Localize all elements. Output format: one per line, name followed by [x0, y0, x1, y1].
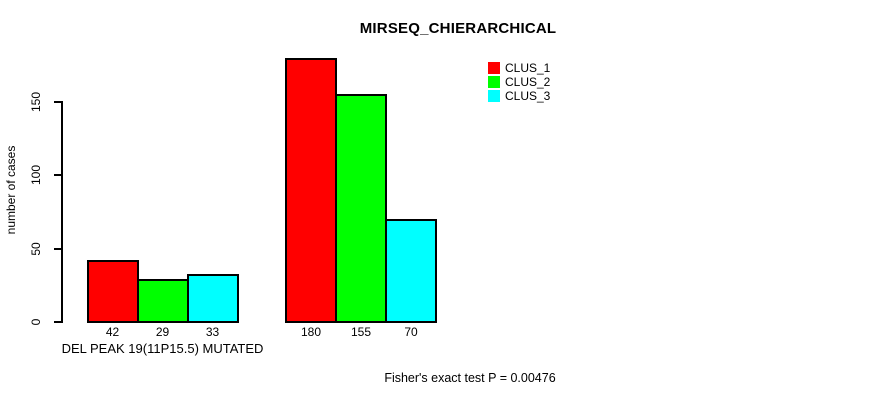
y-axis-tick-label-text: 150: [29, 91, 43, 112]
y-axis-tick-label-text: 100: [29, 165, 43, 186]
y-axis-tick: [54, 247, 62, 250]
bar-value-label: 42: [105, 325, 120, 339]
y-axis-tick-label-text: 50: [29, 241, 43, 256]
legend-item-label: CLUS_3: [505, 89, 551, 103]
bar-value-label: 29: [155, 325, 170, 339]
bar-value-label: 180: [300, 325, 322, 339]
legend-item-label: CLUS_2: [505, 75, 551, 89]
legend-swatch-clus_2: [488, 76, 500, 88]
x-axis-group-label: DEL PEAK 19(11P15.5) MUTATED: [61, 341, 264, 356]
chart-title: MIRSEQ_CHIERARCHICAL: [359, 20, 557, 37]
legend-item-label: CLUS_1: [505, 61, 551, 75]
y-axis-tick: [54, 174, 62, 177]
y-axis-tick-label-text: 0: [29, 318, 43, 326]
bar-clus_1-group1: [86, 260, 139, 324]
y-axis-tick: [54, 321, 62, 323]
bar-clus_3-group1: [186, 273, 239, 324]
bar-clus_1-group2: [285, 57, 337, 324]
bar-clus_3-group2: [385, 219, 437, 324]
y-axis-line: [61, 100, 63, 324]
legend-swatch-clus_1: [488, 62, 500, 74]
y-axis-tick: [54, 100, 62, 103]
y-axis-label-text: number of cases: [4, 145, 18, 235]
annotation-pvalue: Fisher's exact test P = 0.00476: [384, 371, 556, 385]
bar-clus_2-group1: [136, 279, 189, 324]
bar-clus_2-group2: [335, 94, 387, 324]
bar-value-label: 70: [404, 325, 418, 339]
legend-swatch-clus_3: [488, 90, 500, 102]
bar-value-label: 155: [350, 325, 372, 339]
bar-value-label: 33: [205, 325, 220, 339]
